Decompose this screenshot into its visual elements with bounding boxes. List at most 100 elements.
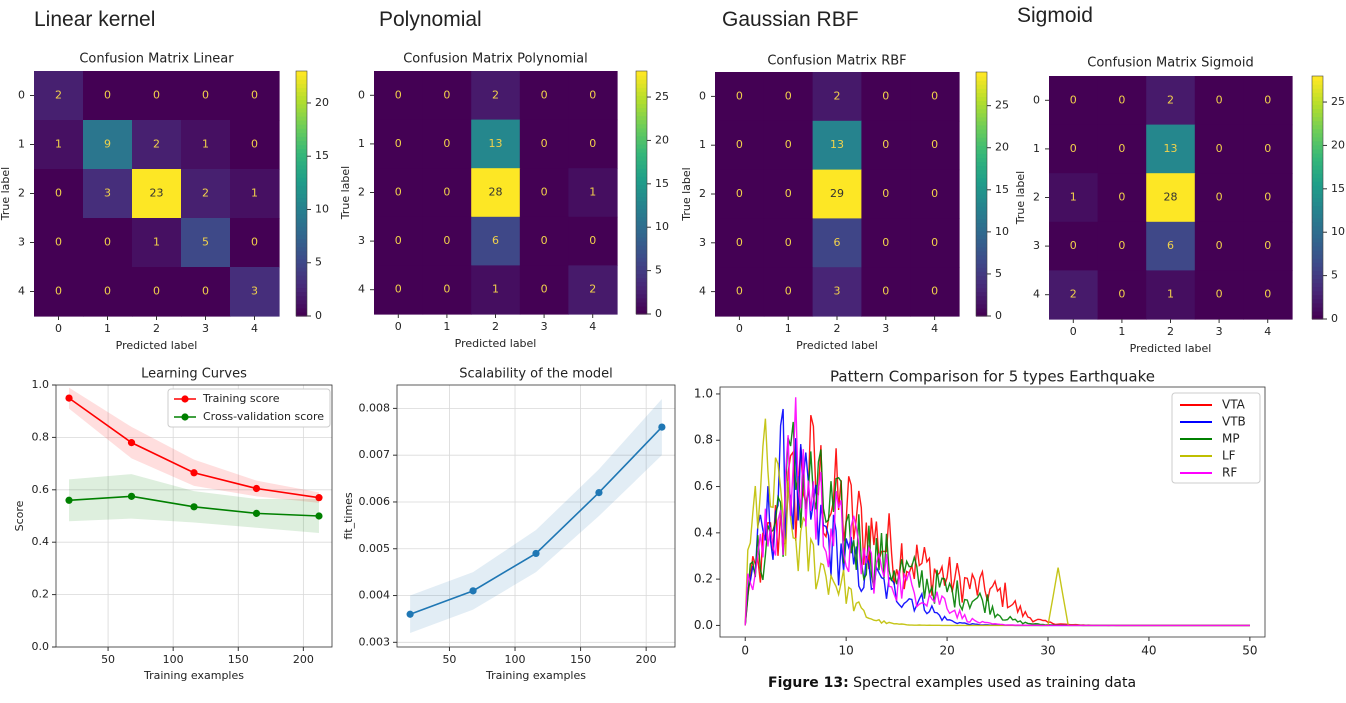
x-tick-label: 0 xyxy=(741,644,749,658)
colorbar-segment xyxy=(296,185,307,191)
cm-cell-label: 0 xyxy=(882,236,889,249)
cm-cell xyxy=(1049,76,1099,126)
cm-cell xyxy=(374,216,424,266)
cm-cell-label: 0 xyxy=(541,88,548,101)
colorbar-segment xyxy=(636,233,647,238)
colorbar-segment xyxy=(636,241,647,246)
y-tick-label: 0.0 xyxy=(694,618,713,632)
heading-linear-kernel: Linear kernel xyxy=(34,8,156,31)
data-point xyxy=(190,503,198,511)
cm-cell-label: 9 xyxy=(104,138,111,151)
cm-cell xyxy=(1049,270,1099,320)
cm-ytick-label: 4 xyxy=(1033,288,1040,301)
legend-marker xyxy=(181,413,189,421)
cm-cell xyxy=(763,120,814,171)
cm-cell xyxy=(1097,124,1147,174)
y-tick-label: 0.006 xyxy=(359,495,391,508)
colorbar-segment xyxy=(636,309,647,315)
colorbar-segment xyxy=(1312,286,1323,292)
cm-cell-label: 0 xyxy=(1070,142,1077,155)
cm-ytick-label: 4 xyxy=(18,285,25,298)
figure-caption: Figure 13: Spectral examples used as tra… xyxy=(768,675,1136,691)
colorbar-segment xyxy=(296,169,307,174)
colorbar-segment xyxy=(636,196,647,202)
colorbar-segment xyxy=(976,263,987,268)
colorbar-segment xyxy=(296,230,307,235)
cm-cell xyxy=(181,218,231,268)
colorbar-segment xyxy=(976,234,987,240)
y-tick-label: 0.005 xyxy=(359,542,391,555)
cm-cell xyxy=(519,168,569,218)
colorbar-segment xyxy=(1312,290,1323,296)
cm-ylabel: True label xyxy=(680,167,693,221)
cm-ytick-label: 0 xyxy=(1033,93,1040,106)
colorbar-segment xyxy=(636,277,647,283)
cm-cell xyxy=(1243,124,1293,174)
cm-cell xyxy=(83,267,133,317)
data-point xyxy=(315,512,323,520)
legend-label: LF xyxy=(1222,449,1236,463)
colorbar-segment xyxy=(976,246,987,252)
colorbar-segment xyxy=(296,115,307,121)
colorbar-segment xyxy=(296,136,307,142)
x-axis-label: Training examples xyxy=(485,669,586,682)
cm-cell-label: 1 xyxy=(55,138,62,151)
cm-cell xyxy=(1194,270,1244,320)
cm-cell-label: 0 xyxy=(736,89,743,102)
cm-cell-label: 0 xyxy=(1118,239,1125,252)
cm-cell xyxy=(1243,221,1293,271)
colorbar-segment xyxy=(296,95,307,101)
colorbar-segment xyxy=(296,164,307,170)
data-point xyxy=(532,549,540,558)
colorbar-segment xyxy=(636,265,647,271)
colorbar-segment xyxy=(636,127,647,133)
cm-cell xyxy=(83,169,133,219)
y-tick-label: 1.0 xyxy=(694,386,713,400)
cm-cell xyxy=(1146,270,1196,320)
colorbar-segment xyxy=(636,156,647,161)
cm-cell xyxy=(132,71,182,121)
x-tick-label: 200 xyxy=(293,653,314,666)
colorbar-segment xyxy=(976,145,987,150)
cm-cell xyxy=(1243,173,1293,223)
cm-cell-label: 0 xyxy=(443,186,450,199)
y-tick-label: 0.4 xyxy=(694,525,713,539)
cm-cell-label: 0 xyxy=(251,89,258,102)
colorbar-segment xyxy=(976,133,987,138)
colorbar-segment xyxy=(976,137,987,142)
cm-cell xyxy=(132,169,182,219)
colorbar-segment xyxy=(296,193,307,199)
cm-cell xyxy=(230,267,280,317)
cm-cell xyxy=(910,218,960,268)
cm-cell xyxy=(374,265,424,315)
cm-cell xyxy=(374,168,424,218)
colorbar-segment xyxy=(296,250,307,256)
colorbar-segment xyxy=(1312,181,1323,186)
cm-cell-label: 0 xyxy=(443,88,450,101)
colorbar-segment xyxy=(976,295,987,301)
cm-cell-label: 0 xyxy=(882,285,889,298)
cm-cell-label: 2 xyxy=(834,89,841,102)
colorbar-segment xyxy=(636,297,647,303)
cm-cell xyxy=(83,218,133,268)
colorbar-segment xyxy=(636,253,647,258)
cm-cell xyxy=(812,218,862,268)
colorbar-segment xyxy=(636,176,647,181)
cm-cell xyxy=(1049,221,1099,271)
colorbar-segment xyxy=(636,79,647,84)
colorbar-segment xyxy=(636,301,647,307)
colorbar-segment xyxy=(1312,92,1323,97)
colorbar-segment xyxy=(1312,246,1323,251)
cm-title: Confusion Matrix Polynomial xyxy=(403,52,588,67)
y-tick-label: 0.007 xyxy=(359,448,391,461)
colorbar-tick-label: 5 xyxy=(995,267,1002,280)
cm-cell-label: 0 xyxy=(785,89,792,102)
colorbar-segment xyxy=(636,184,647,190)
cm-cell xyxy=(34,71,84,121)
colorbar-segment xyxy=(976,198,987,203)
colorbar-segment xyxy=(296,152,307,158)
legend-label: RF xyxy=(1222,466,1237,480)
colorbar-segment xyxy=(976,80,987,85)
colorbar-segment xyxy=(636,257,647,262)
